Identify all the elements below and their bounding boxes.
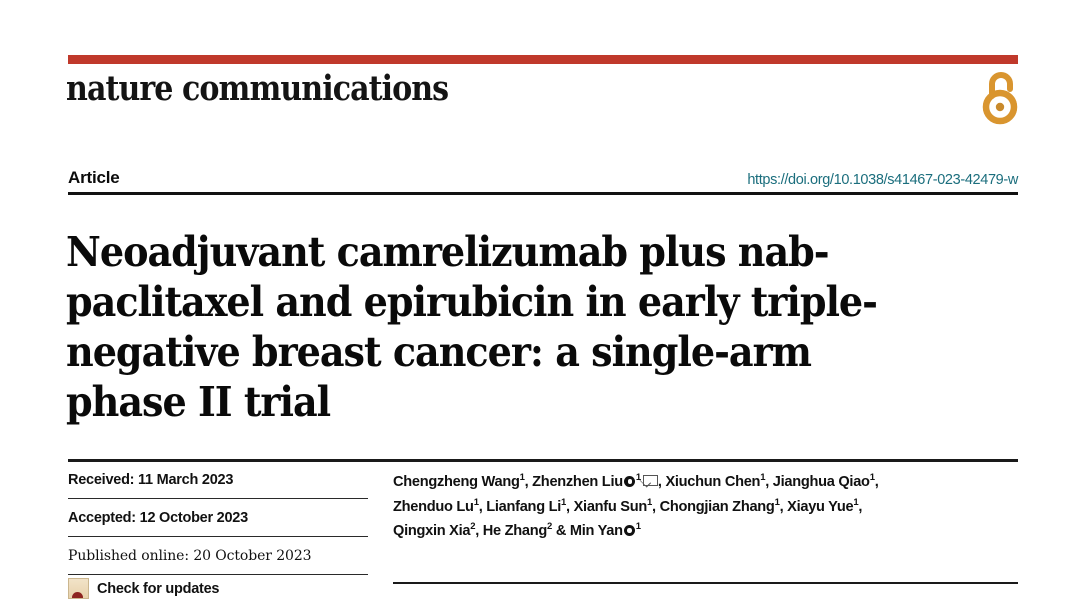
author-name: Min Yan 1 xyxy=(569,521,641,539)
affiliation-marker: 1 xyxy=(760,472,766,484)
affiliation-marker: 1 xyxy=(869,472,875,484)
author-separator: , xyxy=(858,498,863,515)
author-separator: & xyxy=(552,523,570,539)
author-name: Qingxin Xia2 xyxy=(393,521,476,539)
author-name: Xiayu Yue1 xyxy=(787,496,859,515)
author-name: He Zhang2 xyxy=(482,521,553,539)
open-access-lock-icon xyxy=(978,70,1022,126)
author-separator: , xyxy=(475,523,483,539)
affiliation-marker: 1 xyxy=(647,496,653,508)
author-separator: , xyxy=(524,474,533,490)
author-separator: , xyxy=(779,498,788,515)
affiliation-marker: 1 xyxy=(635,472,641,484)
crossmark-badge-icon xyxy=(68,578,89,599)
orcid-icon[interactable] xyxy=(624,525,636,536)
author-separator: , xyxy=(478,498,487,515)
accepted-row: Accepted: 12 October 2023 xyxy=(68,499,368,537)
author-name: Chongjian Zhang1 xyxy=(659,496,780,515)
published-row: Published online: 20 October 2023 xyxy=(68,537,368,575)
received-date: Received: 11 March 2023 xyxy=(68,471,234,488)
affiliation-marker: 1 xyxy=(473,496,479,508)
affiliation-marker: 1 xyxy=(774,496,780,508)
affiliation-marker: 2 xyxy=(547,521,553,533)
published-date: Published online: 20 October 2023 xyxy=(68,547,312,564)
received-row: Received: 11 March 2023 xyxy=(68,461,368,499)
article-type-label: Article xyxy=(68,168,120,187)
author-name: Xianfu Sun1 xyxy=(573,496,653,515)
author-separator: , xyxy=(652,498,660,515)
author-separator: , xyxy=(566,498,574,515)
check-for-updates[interactable]: Check for updates xyxy=(68,578,220,599)
authors-divider-bottom xyxy=(393,582,1018,585)
author-name: Chengzheng Wang1 xyxy=(393,472,525,490)
affiliation-marker: 1 xyxy=(635,521,641,533)
envelope-icon[interactable] xyxy=(642,474,658,486)
doi-link[interactable]: https://doi.org/10.1038/s41467-023-42479… xyxy=(747,172,1018,188)
publication-dates: Received: 11 March 2023 Accepted: 12 Oct… xyxy=(68,461,368,575)
header-divider xyxy=(68,192,1018,195)
author-name: Zhenduo Lu1 xyxy=(393,496,479,515)
author-name: Zhenzhen Liu 1 xyxy=(532,472,658,490)
author-name: Lianfang Li1 xyxy=(486,496,567,515)
author-separator: , xyxy=(657,474,666,490)
meta-divider-top xyxy=(68,459,1018,462)
author-name: Jianghua Qiao1 xyxy=(772,472,875,490)
page-title: Neoadjuvant camrelizumab plus nab-paclit… xyxy=(66,228,878,427)
author-name: Xiuchun Chen1 xyxy=(665,472,766,490)
affiliation-marker: 1 xyxy=(853,496,859,508)
affiliation-marker: 1 xyxy=(519,472,525,484)
orcid-icon[interactable] xyxy=(624,476,636,487)
author-separator: , xyxy=(874,474,879,490)
affiliation-marker: 1 xyxy=(561,496,567,508)
author-list: Chengzheng Wang1, Zhenzhen Liu 1, Xiuchun… xyxy=(393,470,1023,544)
check-for-updates-label: Check for updates xyxy=(97,580,220,597)
author-separator: , xyxy=(765,474,773,490)
affiliation-marker: 2 xyxy=(470,521,476,533)
brand-rule xyxy=(68,55,1018,64)
journal-masthead: nature communications xyxy=(66,68,449,109)
accepted-date: Accepted: 12 October 2023 xyxy=(68,509,248,526)
